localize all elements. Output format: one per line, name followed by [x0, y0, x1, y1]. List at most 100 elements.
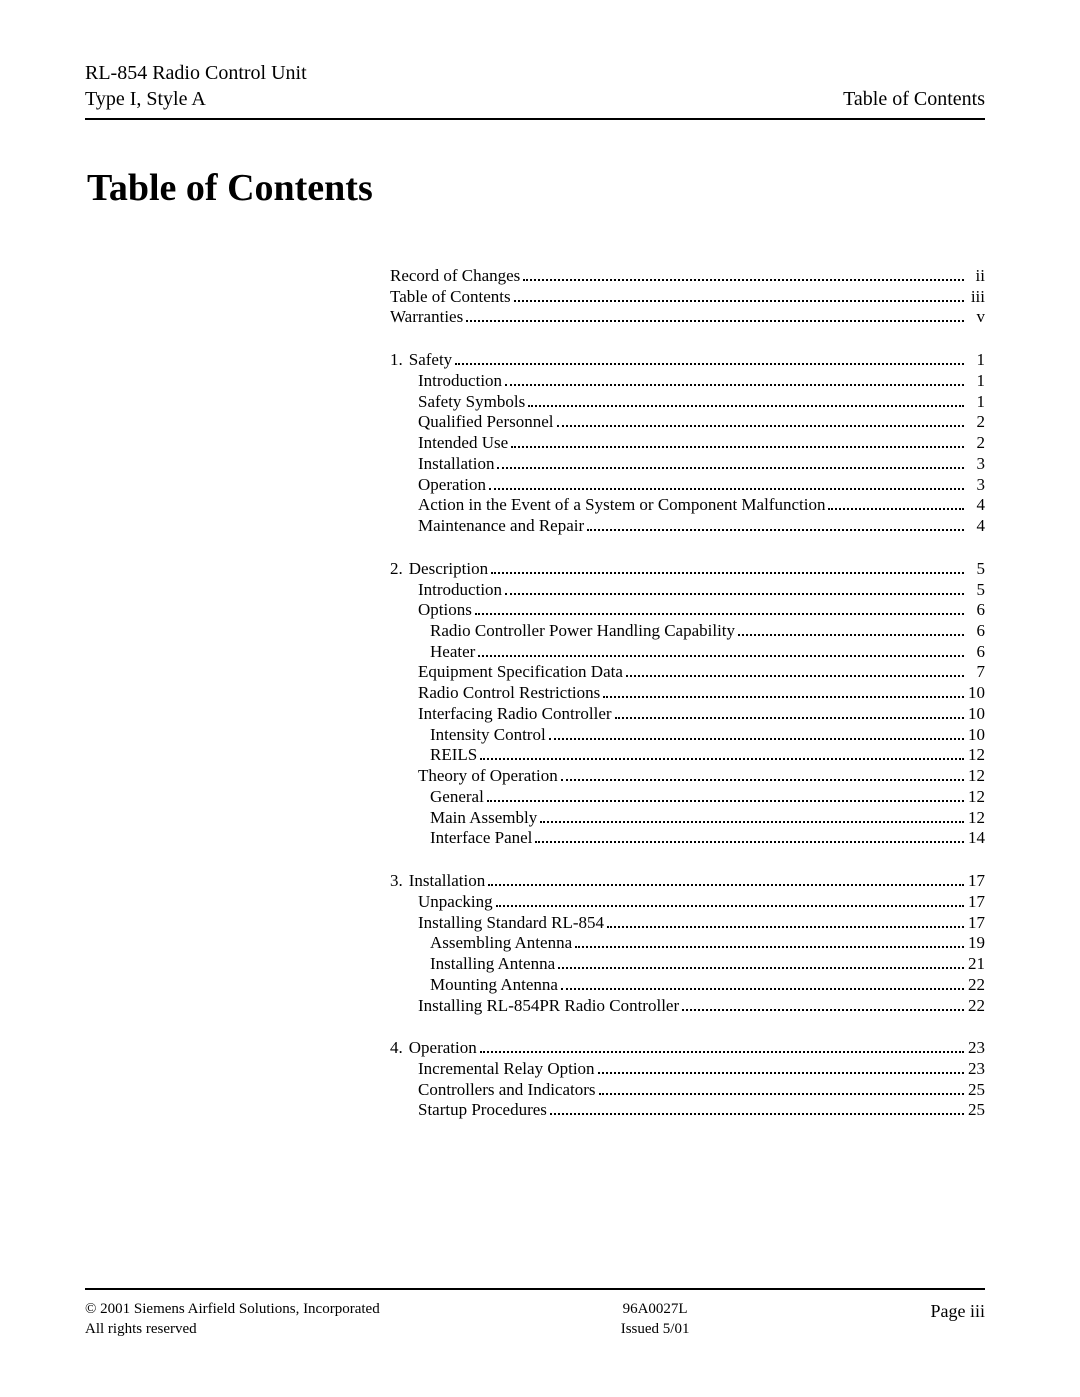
- toc-section-number: 2.: [390, 559, 403, 580]
- toc-leader-dots: [491, 572, 964, 574]
- toc-entry: 2.Description5: [390, 559, 985, 580]
- footer-issued: Issued 5/01: [621, 1320, 690, 1340]
- toc-leader-dots: [615, 717, 964, 719]
- toc-page-number: 12: [967, 745, 985, 766]
- header-type: Type I, Style A: [85, 86, 307, 112]
- toc-section-number: 1.: [390, 350, 403, 371]
- toc-page-number: 17: [967, 871, 985, 892]
- toc-label: Operation: [418, 475, 486, 496]
- toc-entry: Theory of Operation12: [390, 766, 985, 787]
- toc-label: Installing Standard RL-854: [418, 913, 604, 934]
- toc-leader-dots: [478, 655, 964, 657]
- toc-leader-dots: [603, 696, 964, 698]
- toc-entry: General12: [390, 787, 985, 808]
- toc-label: Options: [418, 600, 472, 621]
- toc-leader-dots: [488, 884, 964, 886]
- toc-entry: Main Assembly 12: [390, 808, 985, 829]
- toc-page-number: 12: [967, 808, 985, 829]
- toc-label: Installation: [418, 454, 494, 475]
- toc-page-number: 1: [967, 371, 985, 392]
- toc-entry: Incremental Relay Option 23: [390, 1059, 985, 1080]
- toc-page-number: 21: [967, 954, 985, 975]
- toc-leader-dots: [528, 405, 964, 407]
- footer-copyright: © 2001 Siemens Airfield Solutions, Incor…: [85, 1300, 380, 1320]
- toc-entry: Maintenance and Repair4: [390, 516, 985, 537]
- toc-page-number: 25: [967, 1080, 985, 1101]
- toc-leader-dots: [561, 988, 964, 990]
- header-right: Table of Contents: [843, 60, 985, 112]
- toc-page-number: 6: [967, 621, 985, 642]
- footer-page: Page iii: [930, 1300, 985, 1339]
- toc-entry: Introduction1: [390, 371, 985, 392]
- toc-page-number: 2: [967, 412, 985, 433]
- toc-label: Heater: [430, 642, 475, 663]
- toc-entry: 3. Installation 17: [390, 871, 985, 892]
- toc-page-number: 12: [967, 787, 985, 808]
- toc-page-number: 17: [967, 913, 985, 934]
- toc-page-number: 10: [967, 704, 985, 725]
- page-header: RL-854 Radio Control Unit Type I, Style …: [85, 60, 985, 112]
- toc-page-number: ii: [967, 266, 985, 287]
- toc-entry: Mounting Antenna22: [390, 975, 985, 996]
- toc-label: Safety: [409, 350, 452, 371]
- toc-label: Equipment Specification Data: [418, 662, 623, 683]
- toc-leader-dots: [540, 821, 964, 823]
- toc-entry: Radio Controller Power Handling Capabili…: [390, 621, 985, 642]
- page-footer: © 2001 Siemens Airfield Solutions, Incor…: [85, 1288, 985, 1339]
- toc-entry: Safety Symbols1: [390, 392, 985, 413]
- toc-entry: Assembling Antenna19: [390, 933, 985, 954]
- toc-label: Incremental Relay Option: [418, 1059, 595, 1080]
- toc-page-number: 22: [967, 996, 985, 1017]
- toc-label: Assembling Antenna: [430, 933, 572, 954]
- toc-entry: Options6: [390, 600, 985, 621]
- toc-entry: Heater6: [390, 642, 985, 663]
- toc-label: Mounting Antenna: [430, 975, 558, 996]
- toc-entry: Table of Contents iii: [390, 287, 985, 308]
- footer-left: © 2001 Siemens Airfield Solutions, Incor…: [85, 1300, 380, 1339]
- toc-entry: Qualified Personnel 2: [390, 412, 985, 433]
- toc-entry: Unpacking17: [390, 892, 985, 913]
- toc-entry: Action in the Event of a System or Compo…: [390, 495, 985, 516]
- toc-label: Installation: [409, 871, 485, 892]
- toc-leader-dots: [561, 779, 964, 781]
- toc-leader-dots: [587, 529, 964, 531]
- toc-label: Installing RL-854PR Radio Controller: [418, 996, 679, 1017]
- toc-entry: Startup Procedures25: [390, 1100, 985, 1121]
- toc-label: Description: [409, 559, 488, 580]
- toc-label: REILS: [430, 745, 477, 766]
- toc-section: 4.Operation23Incremental Relay Option23C…: [390, 1038, 985, 1121]
- toc-page-number: 14: [967, 828, 985, 849]
- toc-leader-dots: [682, 1009, 964, 1011]
- toc-label: Introduction: [418, 580, 502, 601]
- toc-leader-dots: [505, 593, 964, 595]
- footer-rule: [85, 1288, 985, 1290]
- toc-leader-dots: [511, 446, 964, 448]
- toc-entry: Installing RL-854PR Radio Controller 22: [390, 996, 985, 1017]
- toc-label: Qualified Personnel: [418, 412, 554, 433]
- toc-leader-dots: [626, 675, 964, 677]
- toc-entry: Warrantiesv: [390, 307, 985, 328]
- toc-leader-dots: [535, 841, 964, 843]
- toc-label: Table of Contents: [390, 287, 511, 308]
- toc-leader-dots: [599, 1093, 964, 1095]
- toc-leader-dots: [514, 300, 964, 302]
- toc-section-number: 3.: [390, 871, 403, 892]
- toc-page-number: 23: [967, 1059, 985, 1080]
- toc-label: Maintenance and Repair: [418, 516, 584, 537]
- toc-leader-dots: [557, 425, 965, 427]
- header-section-title: Table of Contents: [843, 86, 985, 112]
- footer-docnum: 96A0027L: [621, 1300, 690, 1320]
- toc-label: Main Assembly: [430, 808, 537, 829]
- toc-entry: Operation3: [390, 475, 985, 496]
- toc-leader-dots: [489, 488, 964, 490]
- toc-leader-dots: [455, 363, 964, 365]
- toc-entry: Controllers and Indicators25: [390, 1080, 985, 1101]
- toc-label: Unpacking: [418, 892, 493, 913]
- toc-page-number: 1: [967, 350, 985, 371]
- toc-page-number: 5: [967, 580, 985, 601]
- toc-leader-dots: [738, 634, 964, 636]
- toc-label: Intended Use: [418, 433, 508, 454]
- toc-leader-dots: [598, 1072, 964, 1074]
- toc-page-number: 25: [967, 1100, 985, 1121]
- toc-page-number: iii: [967, 287, 985, 308]
